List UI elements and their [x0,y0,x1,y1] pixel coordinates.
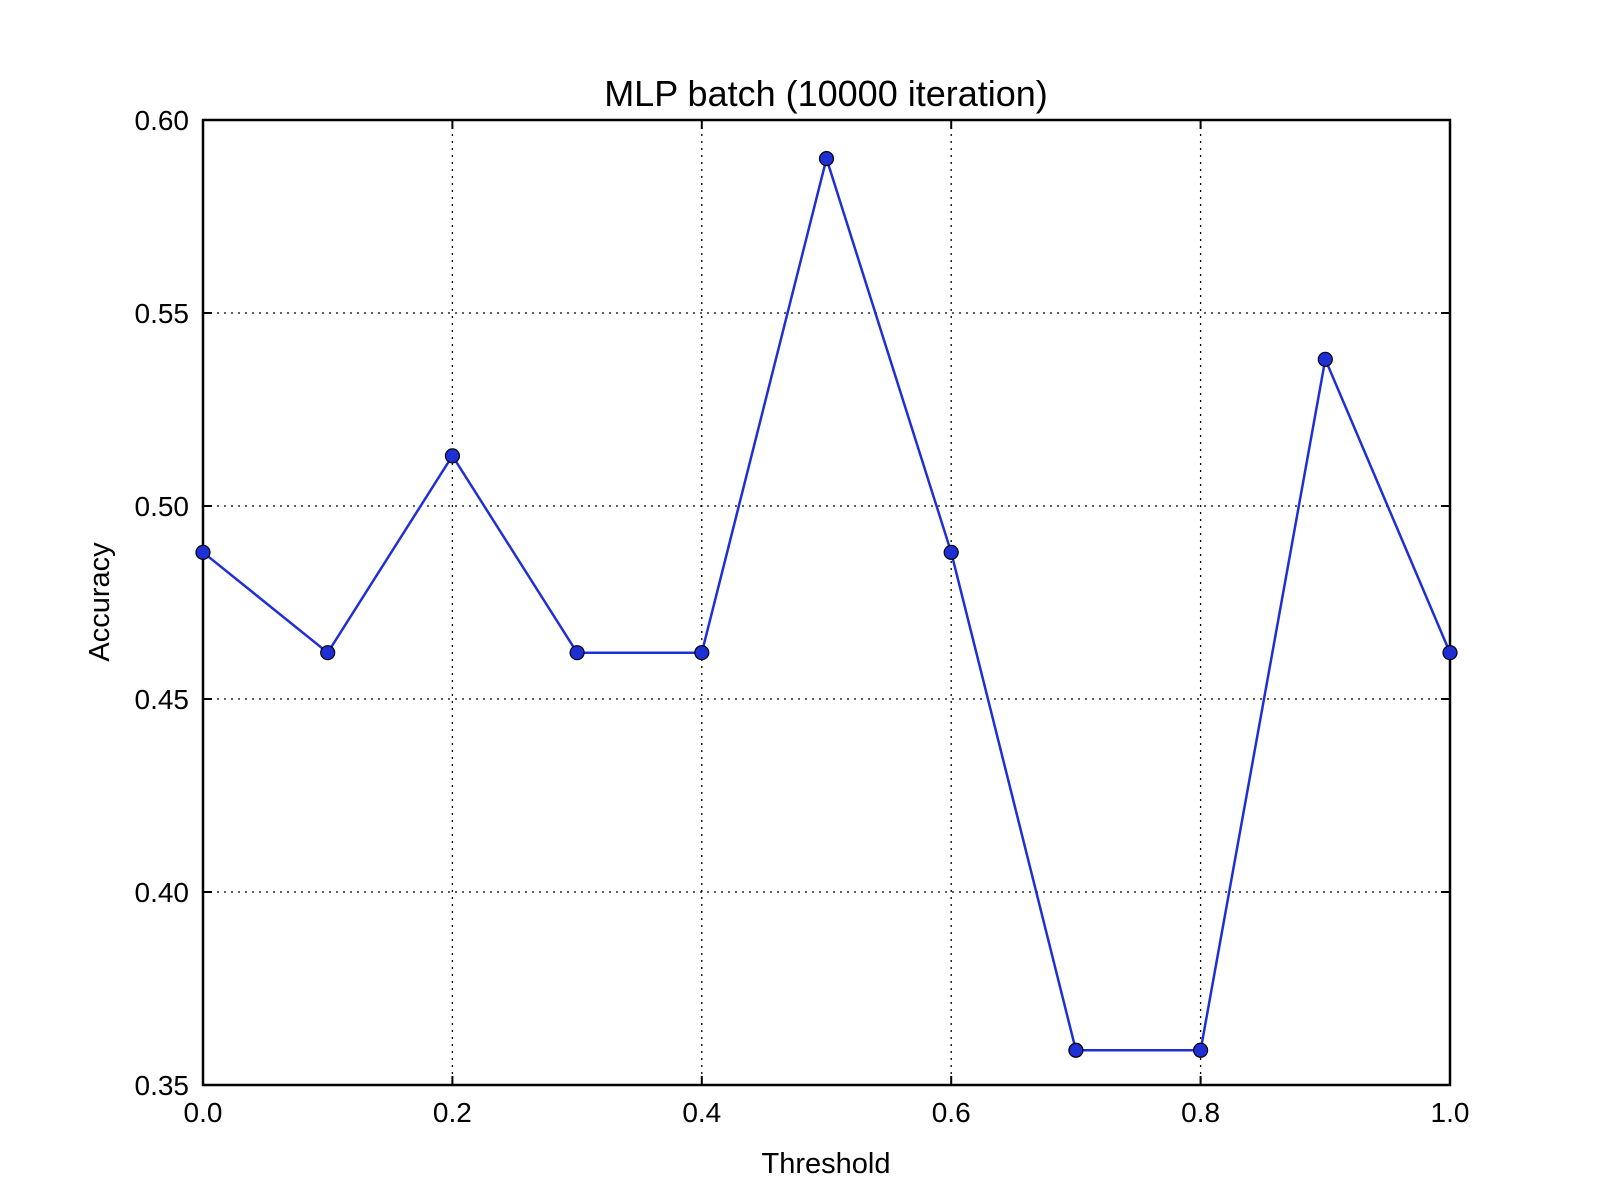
axis-ticks: 0.0 0.2 0.4 0.6 0.8 1.0 0.35 0.40 0.45 0.50 0.55 0.… [135,105,1470,1128]
grid [203,120,1450,1085]
x-tick-label: 1.0 [1431,1097,1470,1128]
data-point [1068,1042,1084,1058]
x-tick-label: 0.6 [932,1097,971,1128]
y-axis-label: Accuracy [84,542,116,662]
y-tick-label: 0.45 [135,684,190,715]
series-line [202,154,1452,1052]
data-point [1192,1042,1209,1058]
data-point [818,151,835,167]
y-tick-label: 0.55 [135,298,190,329]
plot-frame [201,118,1452,1087]
data-point [195,544,211,560]
data-point [320,645,336,661]
y-tick-label: 0.35 [135,1070,190,1101]
data-point [943,544,959,560]
x-tick-label: 0.0 [184,1097,223,1128]
y-tick-label: 0.60 [135,105,190,136]
chart-title: MLP batch (10000 iteration) [604,73,1048,114]
data-point [1442,645,1458,661]
data-point [1317,351,1333,367]
data-point [694,645,710,661]
series-layer [195,151,1458,1058]
x-tick-label: 0.4 [682,1097,721,1128]
x-tick-label: 0.8 [1181,1097,1220,1128]
x-axis-label: Threshold [762,1148,891,1180]
y-tick-label: 0.40 [135,877,190,908]
x-tick-label: 0.2 [433,1097,472,1128]
y-tick-label: 0.50 [135,491,190,522]
data-point [444,448,460,464]
data-point [569,645,585,661]
